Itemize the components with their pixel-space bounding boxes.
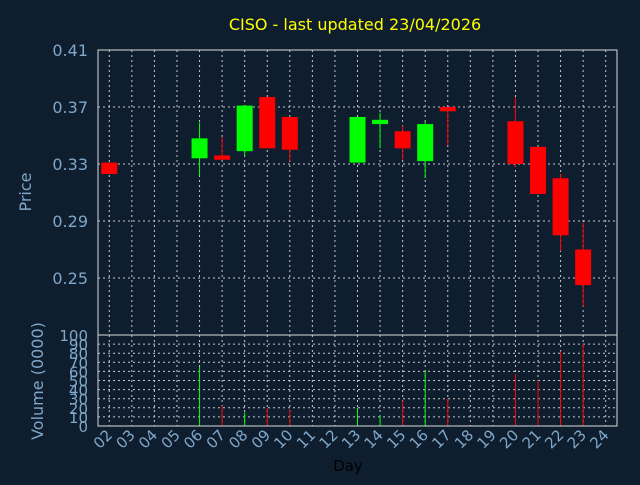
x-tick-labels: 0203040506070809101112131415161718192021… (90, 426, 613, 452)
volume-panel-frame (97, 334, 618, 427)
candle-day-23 (575, 222, 592, 307)
candle-day-10 (281, 116, 298, 162)
candle-body (552, 178, 569, 236)
candle-body (259, 97, 276, 149)
volume-tick-label: 20 (69, 400, 88, 418)
x-axis-label: Day (333, 457, 363, 475)
price-tick-label: 0.25 (52, 269, 88, 288)
volume-axis-label: Volume (0000) (28, 322, 47, 440)
candle-body (530, 146, 547, 194)
chart-title: CISO - last updated 23/04/2026 (229, 15, 481, 34)
candle-day-21 (530, 146, 547, 194)
volume-tick-label: 60 (69, 363, 88, 381)
panel-frames (97, 49, 618, 427)
x-tick-label: 24 (586, 426, 612, 452)
volume-tick-label: 0 (78, 418, 88, 436)
volume-tick-label: 30 (69, 391, 88, 409)
candle-day-8 (236, 105, 253, 156)
volume-tick-label: 70 (69, 354, 88, 372)
candle-day-2 (101, 162, 118, 174)
candle-body (507, 121, 524, 164)
price-tick-label: 0.41 (52, 41, 88, 60)
price-tick-label: 0.37 (52, 98, 88, 117)
price-axis-label: Price (16, 172, 35, 211)
volume-bars (199, 344, 584, 426)
price-tick-labels: 0.41 0.37 0.33 0.29 0.25 (52, 41, 88, 288)
candle-day-6 (191, 122, 208, 176)
candle-day-16 (417, 121, 434, 179)
candle-day-9 (259, 97, 276, 149)
candle-day-20 (507, 97, 524, 167)
candle-body (417, 124, 434, 162)
candle-body (101, 162, 118, 174)
price-tick-label: 0.29 (52, 212, 88, 231)
volume-tick-label: 10 (69, 409, 88, 427)
price-tick-label: 0.33 (52, 155, 88, 174)
candle-day-13 (349, 116, 366, 163)
candle-day-14 (372, 112, 389, 149)
candle-body (191, 138, 208, 159)
volume-tick-label: 80 (69, 345, 88, 363)
candle-body (372, 119, 389, 125)
candle-body (214, 155, 231, 160)
candles (101, 97, 592, 307)
volume-tick-label: 90 (69, 336, 88, 354)
volume-tick-label: 50 (69, 373, 88, 391)
candle-body (394, 131, 411, 149)
volume-tick-label: 100 (59, 327, 88, 345)
candle-body (349, 116, 366, 163)
candle-day-7 (214, 136, 231, 160)
volume-tick-label: 40 (69, 382, 88, 400)
candle-body (236, 105, 253, 152)
candle-body (281, 116, 298, 150)
candle-body (439, 107, 456, 112)
candle-day-15 (394, 125, 411, 160)
candle-day-17 (439, 107, 456, 146)
candle-body (575, 249, 592, 286)
candle-day-22 (552, 173, 569, 251)
